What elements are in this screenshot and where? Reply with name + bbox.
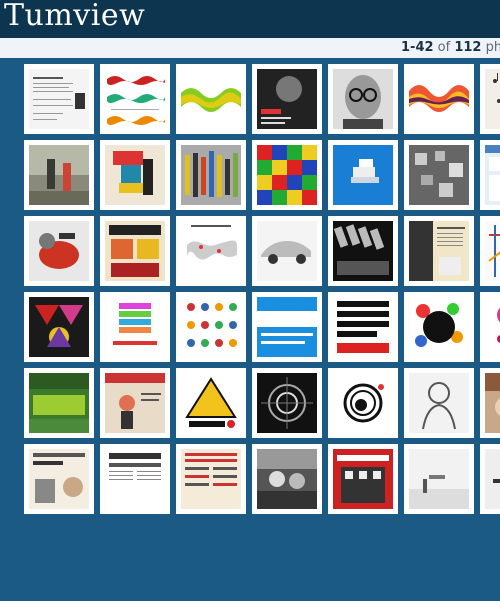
thumbnail-tile[interactable]	[328, 444, 398, 514]
thumbnail-tile[interactable]	[176, 292, 246, 362]
blur-icon	[181, 145, 241, 205]
thumbnail-tile[interactable]	[480, 64, 500, 134]
interior-icon	[409, 449, 469, 509]
red-poster-icon	[333, 449, 393, 509]
thumbnail-tile[interactable]	[100, 140, 170, 210]
wave-icon	[181, 69, 241, 129]
thumbnail-tile[interactable]	[252, 140, 322, 210]
thumbnail-tile[interactable]	[176, 64, 246, 134]
letter-grid-icon	[257, 145, 317, 205]
thumbnail-tile[interactable]	[176, 444, 246, 514]
figures-icon	[181, 297, 241, 357]
bw-photo-icon	[257, 449, 317, 509]
thumbnail-tile[interactable]	[404, 368, 474, 438]
caterpillar-icon	[181, 373, 241, 433]
range-label: 1-42	[401, 40, 434, 55]
app-title: Tumview	[4, 0, 146, 33]
bauhaus-icon	[105, 145, 165, 205]
poster-icon	[105, 221, 165, 281]
thumbnail-tile[interactable]	[404, 444, 474, 514]
geometric-icon	[29, 297, 89, 357]
notation-icon	[485, 69, 500, 129]
thumbnail-tile[interactable]	[328, 64, 398, 134]
thumbnail-tile[interactable]	[24, 140, 94, 210]
splash-icon	[409, 297, 469, 357]
blocks-icon	[333, 145, 393, 205]
thumbnail-tile[interactable]	[328, 216, 398, 286]
sketch-icon	[409, 373, 469, 433]
thumbnail-tile[interactable]	[480, 444, 500, 514]
abstract-icon	[257, 373, 317, 433]
thumbnail-tile[interactable]	[404, 64, 474, 134]
thumbnail-tile[interactable]	[252, 292, 322, 362]
thumbnail-tile[interactable]	[24, 292, 94, 362]
swop-icon	[485, 373, 500, 433]
thumbnail-tile[interactable]	[252, 64, 322, 134]
thumbnail-tile[interactable]	[24, 368, 94, 438]
thumbnail-tile[interactable]	[480, 292, 500, 362]
newspaper-icon	[105, 449, 165, 509]
pager-bar: 1-42 of 112 pho	[0, 38, 500, 58]
thumbnail-tile[interactable]	[328, 368, 398, 438]
welcome-icon	[105, 297, 165, 357]
photo-icon	[29, 145, 89, 205]
thumbnail-tile[interactable]	[100, 64, 170, 134]
poster-icon	[257, 69, 317, 129]
subway-map-icon	[485, 221, 500, 281]
thumbnail-tile[interactable]	[100, 216, 170, 286]
person-icon	[485, 449, 500, 509]
thumbnail-tile[interactable]	[176, 140, 246, 210]
thumbnail-tile[interactable]	[176, 368, 246, 438]
text-grid-icon	[181, 449, 241, 509]
thumbnail-tile[interactable]	[328, 292, 398, 362]
wave-icon	[409, 69, 469, 129]
total-label: 112	[454, 40, 482, 55]
photos-label: pho	[485, 40, 500, 55]
illustration-icon	[29, 221, 89, 281]
thumbnail-tile[interactable]	[100, 444, 170, 514]
thumbnail-tile[interactable]	[404, 292, 474, 362]
thumbnail-grid	[24, 58, 500, 601]
vintage-icon	[105, 373, 165, 433]
magazine-icon	[409, 221, 469, 281]
thumbnail-tile[interactable]	[404, 216, 474, 286]
document-icon	[29, 69, 89, 129]
of-label: of	[433, 40, 455, 55]
map-icon	[181, 221, 241, 281]
wave-icon	[105, 69, 165, 129]
ava-icon	[29, 373, 89, 433]
thumbnail-tile[interactable]	[252, 368, 322, 438]
thumbnail-tile[interactable]	[252, 216, 322, 286]
screenshot-icon	[485, 145, 500, 205]
car-icon	[257, 221, 317, 281]
scribble-icon	[333, 373, 393, 433]
dots-icon	[485, 297, 500, 357]
portrait-icon	[333, 69, 393, 129]
thumbnail-tile[interactable]	[404, 140, 474, 210]
thumbnail-tile[interactable]	[176, 216, 246, 286]
thumbnail-tile[interactable]	[24, 216, 94, 286]
thumbnail-tile[interactable]	[328, 140, 398, 210]
header-bar: Tumview	[0, 0, 500, 38]
ad-icon	[29, 449, 89, 509]
helvetica-icon	[333, 297, 393, 357]
thumbnail-tile[interactable]	[100, 368, 170, 438]
shapes-icon	[409, 145, 469, 205]
thumbnail-tile[interactable]	[480, 368, 500, 438]
thumbnail-tile[interactable]	[480, 140, 500, 210]
thumbnail-tile[interactable]	[100, 292, 170, 362]
result-count: 1-42 of 112 pho	[401, 38, 500, 58]
thumbnail-tile[interactable]	[480, 216, 500, 286]
thumbnail-tile[interactable]	[24, 444, 94, 514]
thumbnail-tile[interactable]	[252, 444, 322, 514]
type-icon	[333, 221, 393, 281]
thumbnail-tile[interactable]	[24, 64, 94, 134]
drawn-icon	[257, 297, 317, 357]
